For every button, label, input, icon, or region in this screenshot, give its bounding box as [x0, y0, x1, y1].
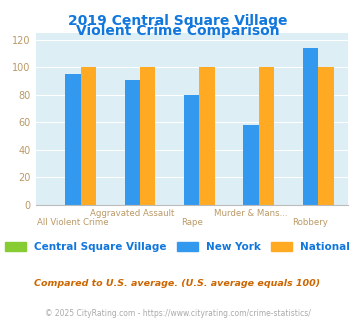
Bar	[244, 125, 259, 205]
Bar	[318, 67, 334, 205]
Bar	[200, 67, 215, 205]
Bar	[140, 67, 155, 205]
Text: Rape: Rape	[181, 218, 203, 227]
Bar	[125, 80, 140, 205]
Bar	[65, 74, 81, 205]
Text: © 2025 CityRating.com - https://www.cityrating.com/crime-statistics/: © 2025 CityRating.com - https://www.city…	[45, 309, 310, 318]
Text: All Violent Crime: All Violent Crime	[37, 218, 109, 227]
Bar	[81, 67, 96, 205]
Text: Compared to U.S. average. (U.S. average equals 100): Compared to U.S. average. (U.S. average …	[34, 279, 321, 288]
Legend: Central Square Village, New York, National: Central Square Village, New York, Nation…	[1, 238, 354, 256]
Bar	[303, 48, 318, 205]
Text: Robbery: Robbery	[293, 218, 328, 227]
Bar	[184, 95, 200, 205]
Text: 2019 Central Square Village: 2019 Central Square Village	[68, 15, 287, 28]
Bar	[259, 67, 274, 205]
Text: Violent Crime Comparison: Violent Crime Comparison	[76, 24, 279, 38]
